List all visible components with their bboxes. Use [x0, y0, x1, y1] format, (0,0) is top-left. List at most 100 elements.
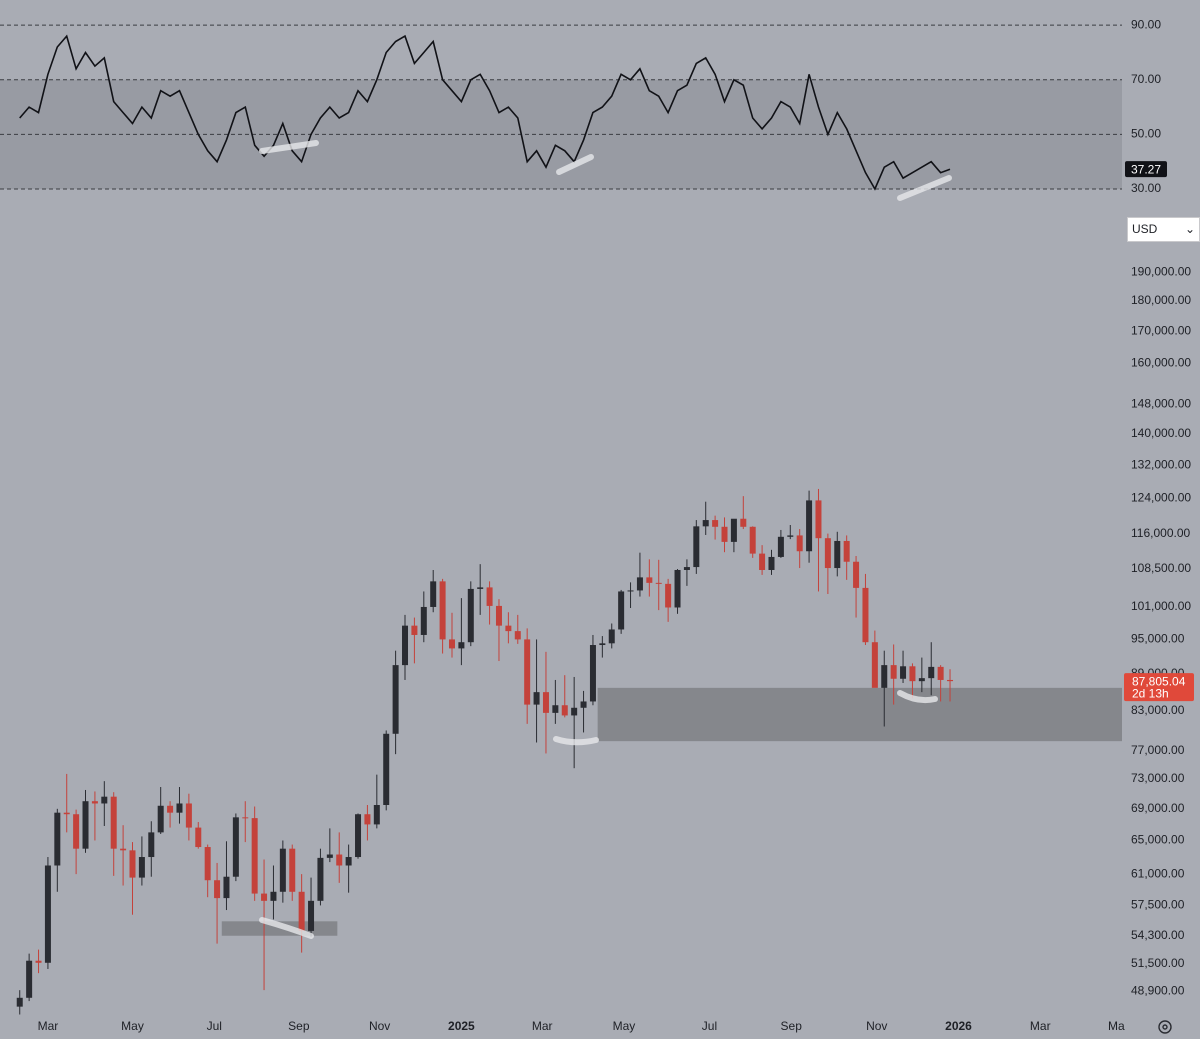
- candle-body: [129, 850, 136, 878]
- x-tick-label: Jul: [207, 1019, 222, 1033]
- x-tick-label: 2026: [945, 1019, 972, 1033]
- currency: USD: [1132, 222, 1158, 236]
- rsi-line: [19, 34, 951, 191]
- y-tick-label: 148,000.00: [1131, 397, 1191, 411]
- candle-body: [16, 997, 23, 1007]
- candle-body: [683, 567, 690, 570]
- candle-body: [373, 805, 380, 825]
- candle-body: [477, 587, 484, 589]
- y-tick-label: 57,500.00: [1131, 898, 1185, 912]
- dropdown-arrow: ⌄: [1184, 222, 1195, 236]
- x-tick-label: Mar: [38, 1019, 59, 1033]
- x-tick-label: Sep: [288, 1019, 310, 1033]
- y-tick-label: 180,000.00: [1131, 293, 1191, 307]
- candle-body: [843, 540, 850, 562]
- y-tick-label: 190,000.00: [1131, 264, 1191, 278]
- x-tick-label: May: [613, 1019, 636, 1033]
- candle-body: [909, 666, 916, 682]
- x-tick-label: Mar: [532, 1019, 553, 1033]
- candle-body: [486, 587, 493, 606]
- x-tick-label: Sep: [781, 1019, 803, 1033]
- candle-body: [54, 812, 61, 866]
- candle-body: [514, 631, 521, 640]
- y-tick-label: 69,000.00: [1131, 801, 1185, 815]
- candle-body: [439, 581, 446, 640]
- candle-body: [157, 805, 164, 833]
- candle-body: [928, 666, 935, 679]
- candle-body: [195, 827, 202, 848]
- candle-body: [721, 526, 728, 542]
- settings-icon[interactable]: [1158, 1020, 1172, 1034]
- candle-body: [289, 848, 296, 892]
- candle-body: [871, 642, 878, 688]
- candle-body: [336, 854, 343, 866]
- candle-body: [458, 642, 465, 649]
- candle-body: [740, 518, 747, 527]
- price-badge-label: 87,805.04: [1132, 674, 1186, 688]
- candle-body: [580, 701, 587, 708]
- candle-body: [655, 582, 662, 584]
- candle-body: [599, 643, 606, 646]
- y-tick-label: 124,000.00: [1131, 490, 1191, 504]
- highlight: [897, 690, 938, 704]
- highlight: [553, 736, 599, 746]
- candle-body: [214, 880, 221, 899]
- candle-body: [383, 733, 390, 806]
- y-tick-label: 116,000.00: [1131, 526, 1190, 540]
- candle-body: [138, 857, 145, 878]
- candle-body: [759, 553, 766, 570]
- rsi-badge: [1125, 161, 1167, 178]
- candle-body: [317, 857, 324, 901]
- candle-body: [834, 540, 841, 569]
- gear-center: [1162, 1024, 1168, 1030]
- candle-body: [618, 591, 625, 630]
- candle-body: [636, 577, 643, 591]
- candle-body: [120, 848, 127, 851]
- candle-body: [712, 520, 719, 527]
- candle-body: [552, 705, 559, 713]
- candle-body: [167, 805, 174, 813]
- candle-body: [204, 847, 211, 881]
- rsi-tick-label: 30.00: [1131, 181, 1161, 195]
- y-tick-label: 140,000.00: [1131, 426, 1191, 440]
- candle-body: [176, 803, 183, 813]
- gear[interactable]: [1158, 1020, 1172, 1034]
- candle-body: [890, 665, 897, 679]
- candle-body: [251, 818, 258, 894]
- candle-body: [420, 606, 427, 635]
- x-tick-label: Nov: [866, 1019, 887, 1033]
- candle-body: [298, 891, 305, 931]
- highlight: [259, 140, 319, 154]
- x-tick-label: Mar: [1030, 1019, 1051, 1033]
- candle-body: [900, 666, 907, 679]
- candle-body: [232, 817, 239, 877]
- zone: [597, 687, 1122, 742]
- candle-body: [665, 583, 672, 608]
- rsi-tick-label: 70.00: [1131, 72, 1161, 86]
- candle-body: [918, 678, 925, 682]
- candle-body: [326, 854, 333, 858]
- candle-body: [627, 590, 634, 592]
- candle-body: [768, 556, 775, 570]
- y-tick-label: 65,000.00: [1131, 833, 1185, 847]
- price-badge: [1124, 673, 1194, 702]
- x-tick-label: May: [121, 1019, 144, 1033]
- x-tick-label: Ma: [1108, 1019, 1125, 1033]
- candle-body: [824, 538, 831, 569]
- candle-body: [524, 639, 531, 705]
- candle-body: [148, 832, 155, 858]
- candle-body: [505, 625, 512, 632]
- rsi-tick-label: 90.00: [1131, 17, 1161, 31]
- y-tick-label: 83,000.00: [1131, 703, 1185, 717]
- candle-body: [73, 814, 80, 849]
- candle-body: [749, 526, 756, 554]
- candle-body: [448, 639, 455, 649]
- candle-body: [702, 520, 709, 527]
- candle-body: [561, 705, 568, 716]
- candle-body: [430, 581, 437, 607]
- candle-body: [223, 876, 230, 899]
- currency-select[interactable]: USD ⌄: [1127, 217, 1200, 242]
- y-tick-label: 160,000.00: [1131, 355, 1191, 369]
- highlight: [556, 154, 594, 175]
